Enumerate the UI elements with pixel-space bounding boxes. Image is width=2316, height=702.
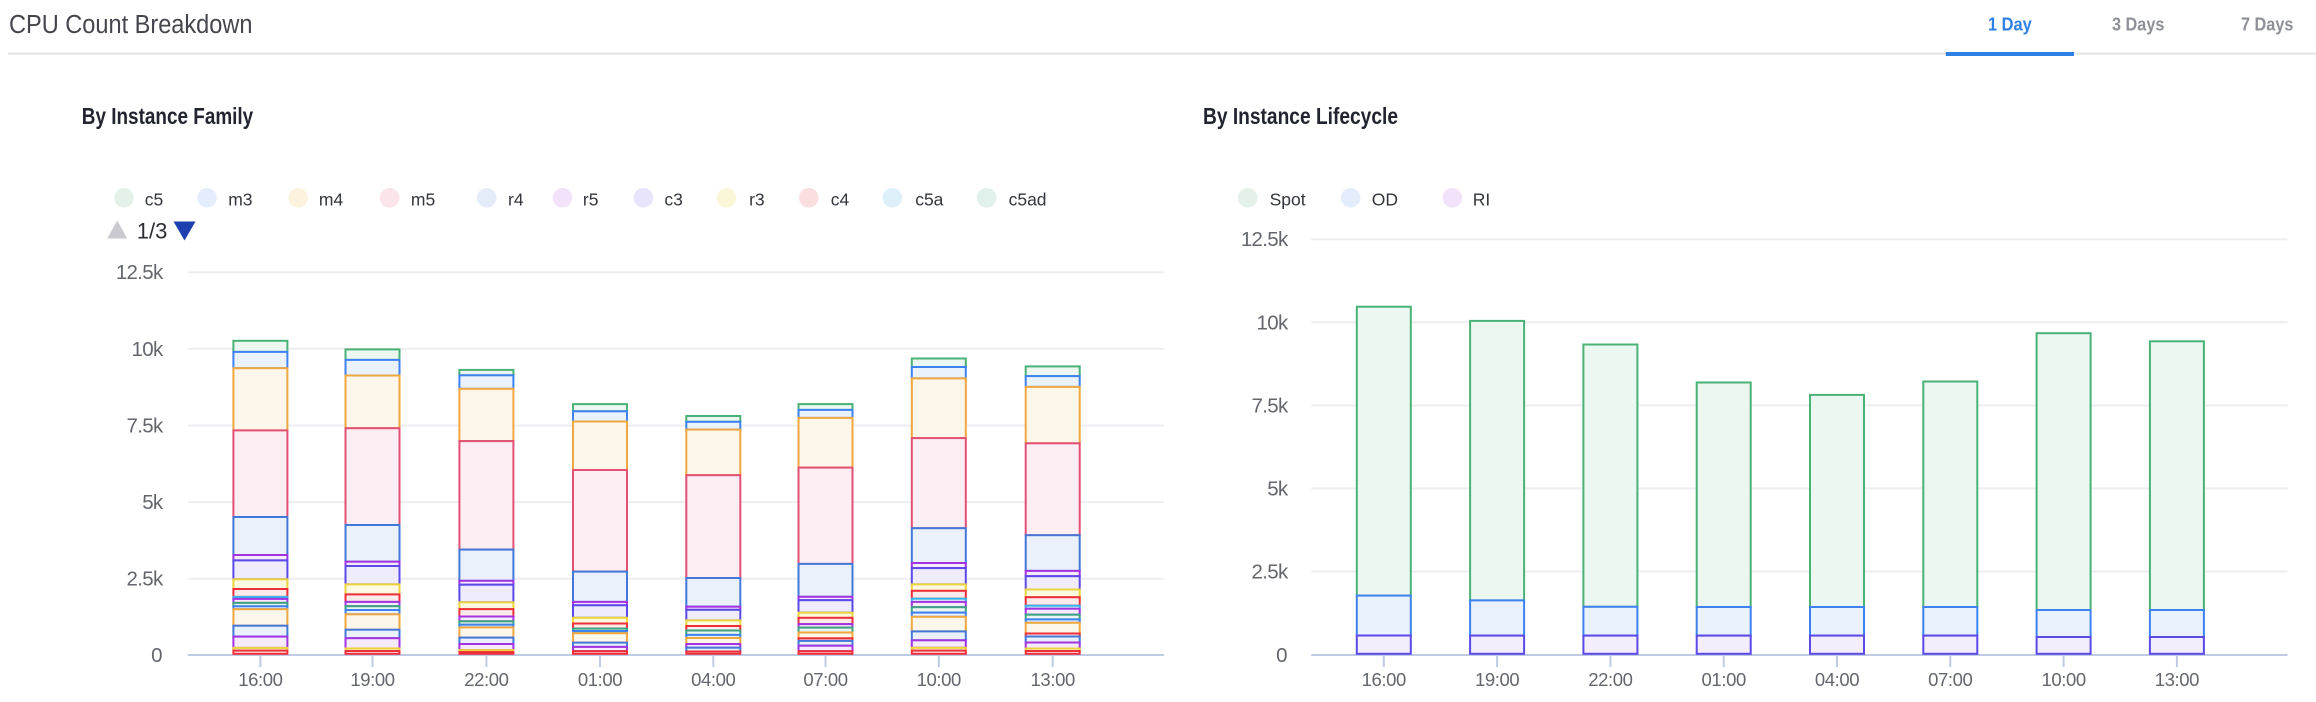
svg-text:0: 0: [151, 644, 162, 667]
svg-text:10:00: 10:00: [2041, 669, 2085, 690]
svg-text:2.5k: 2.5k: [127, 568, 164, 591]
svg-text:10:00: 10:00: [917, 669, 961, 690]
svg-text:c3: c3: [664, 189, 682, 209]
svg-text:01:00: 01:00: [1702, 669, 1746, 690]
svg-text:1 Day: 1 Day: [1988, 14, 2032, 34]
svg-text:5k: 5k: [142, 491, 164, 514]
svg-text:10k: 10k: [132, 338, 164, 361]
svg-text:OD: OD: [1372, 189, 1398, 209]
svg-text:5k: 5k: [1267, 477, 1289, 500]
svg-text:m5: m5: [411, 189, 435, 209]
svg-text:07:00: 07:00: [1928, 669, 1972, 690]
svg-text:12.5k: 12.5k: [1241, 228, 1289, 251]
svg-text:01:00: 01:00: [578, 669, 622, 690]
svg-text:RI: RI: [1473, 189, 1491, 209]
svg-text:04:00: 04:00: [691, 669, 735, 690]
svg-text:c4: c4: [831, 189, 850, 209]
svg-text:CPU Count Breakdown: CPU Count Breakdown: [9, 11, 253, 39]
svg-text:1/3: 1/3: [137, 219, 168, 244]
svg-text:By Instance Lifecycle: By Instance Lifecycle: [1203, 103, 1398, 129]
svg-text:r4: r4: [508, 189, 524, 209]
svg-text:7.5k: 7.5k: [127, 415, 164, 438]
svg-text:0: 0: [1276, 644, 1287, 667]
svg-text:13:00: 13:00: [1031, 669, 1075, 690]
svg-text:Spot: Spot: [1270, 189, 1306, 209]
svg-text:m3: m3: [228, 189, 252, 209]
svg-text:m4: m4: [319, 189, 344, 209]
svg-text:2.5k: 2.5k: [1252, 561, 1289, 584]
svg-text:By Instance Family: By Instance Family: [82, 103, 253, 129]
svg-text:12.5k: 12.5k: [116, 261, 164, 284]
svg-text:04:00: 04:00: [1815, 669, 1859, 690]
svg-text:22:00: 22:00: [464, 669, 508, 690]
svg-text:22:00: 22:00: [1588, 669, 1632, 690]
svg-text:10k: 10k: [1257, 311, 1289, 334]
svg-text:19:00: 19:00: [350, 669, 394, 690]
svg-text:16:00: 16:00: [1362, 669, 1406, 690]
svg-text:16:00: 16:00: [238, 669, 282, 690]
svg-text:19:00: 19:00: [1475, 669, 1519, 690]
svg-text:3 Days: 3 Days: [2112, 14, 2164, 34]
svg-text:c5ad: c5ad: [1009, 189, 1047, 209]
svg-text:13:00: 13:00: [2155, 669, 2199, 690]
svg-text:07:00: 07:00: [803, 669, 847, 690]
svg-text:7 Days: 7 Days: [2241, 14, 2293, 34]
svg-text:c5a: c5a: [915, 189, 943, 209]
svg-text:r3: r3: [749, 189, 765, 209]
svg-text:c5: c5: [145, 189, 163, 209]
svg-text:r5: r5: [583, 189, 599, 209]
svg-text:7.5k: 7.5k: [1252, 394, 1289, 417]
